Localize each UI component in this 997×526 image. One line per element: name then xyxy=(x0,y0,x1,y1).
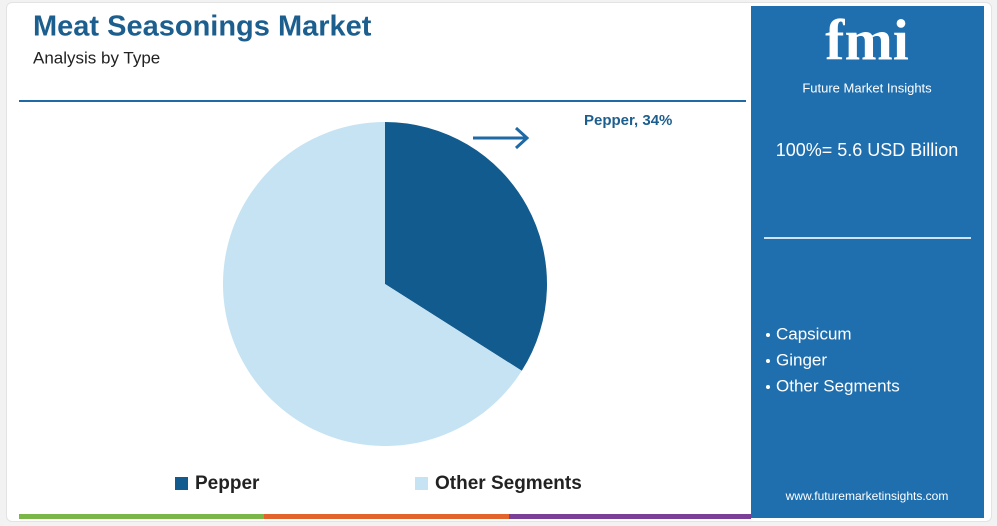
bullet xyxy=(766,359,770,363)
segment-item: Other Segments xyxy=(776,376,900,395)
legend-swatch xyxy=(175,477,188,490)
legend-label: Other Segments xyxy=(435,473,582,494)
data-label: Pepper, 34% xyxy=(584,112,672,129)
market-total: 100%= 5.6 USD Billion xyxy=(776,140,959,160)
chart-title: Meat Seasonings Market xyxy=(33,11,372,43)
legend-label: Pepper xyxy=(195,473,260,494)
chart: Meat Seasonings Market Analysis by Type … xyxy=(19,6,984,519)
brand-logo: fmi xyxy=(825,7,909,72)
brand-url: www.futuremarketinsights.com xyxy=(785,489,949,503)
strip xyxy=(19,514,264,519)
segment-item: Capsicum xyxy=(776,324,852,343)
pie-slice xyxy=(222,122,522,447)
legend-swatch xyxy=(415,477,428,490)
chart-subtitle: Analysis by Type xyxy=(33,48,160,67)
bullet xyxy=(766,385,770,389)
brand-name: Future Market Insights xyxy=(802,80,932,95)
segment-item: Ginger xyxy=(776,350,827,369)
side-panel xyxy=(751,6,984,518)
pie-slice xyxy=(385,122,547,371)
strip xyxy=(264,514,509,519)
bullet xyxy=(766,333,770,337)
strip xyxy=(509,514,751,519)
arrow xyxy=(473,126,530,150)
card: Meat Seasonings Market Analysis by Type … xyxy=(6,2,992,522)
